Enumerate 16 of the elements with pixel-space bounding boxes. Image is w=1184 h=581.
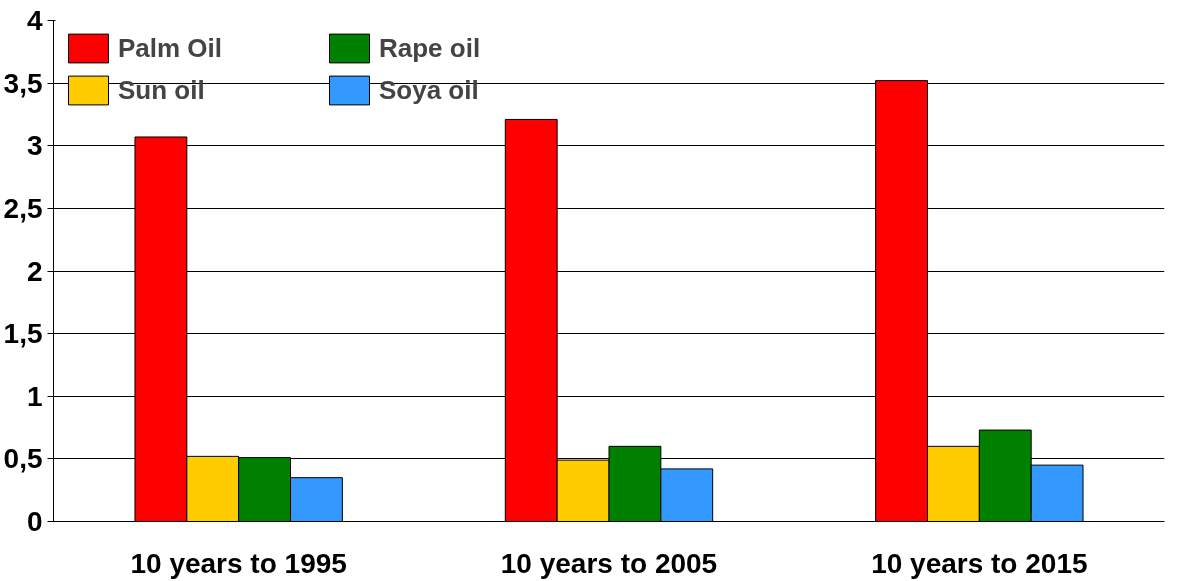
x-tick-label: 10 years to 2015 [871,547,1088,579]
y-tick-label: 3 [26,130,43,162]
y-tick-label: 2 [26,255,43,287]
x-tick-label: 10 years to 2005 [500,547,718,579]
legend-label: Rape oil [379,32,482,64]
y-tick-label: 2,5 [3,192,43,224]
y-tick-label: 3,5 [3,67,43,99]
x-tick-label: 10 years to 1995 [130,547,347,579]
y-tick-label: 0 [26,506,43,537]
legend-label: Palm Oil [118,32,224,64]
y-tick-label: 1,5 [3,318,43,350]
y-tick-label: 1 [26,380,43,412]
legend-label: Soya oil [379,74,480,106]
y-tick-label: 4 [26,5,43,36]
legend-label: Sun oil [118,74,206,106]
y-tick-label: 0,5 [3,443,43,475]
